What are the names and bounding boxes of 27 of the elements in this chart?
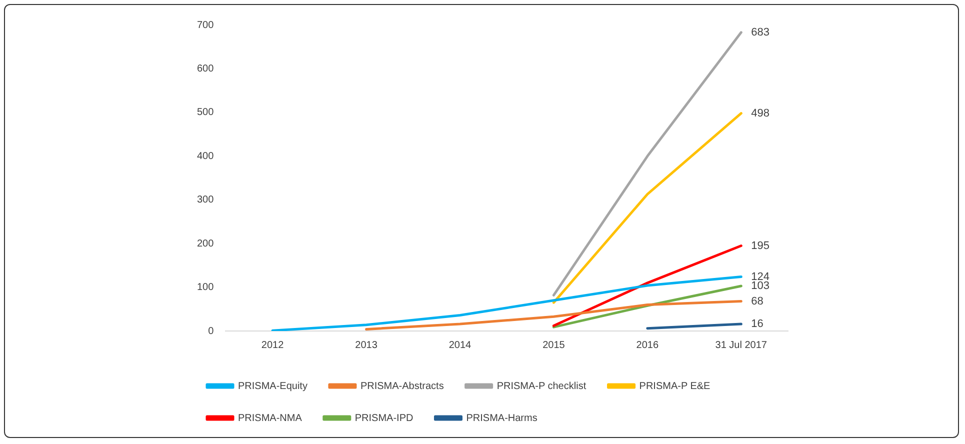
- y-tick-label: 400: [196, 150, 214, 162]
- legend-label: PRISMA-Harms: [466, 412, 538, 424]
- data-label: 498: [751, 107, 770, 120]
- data-label: 68: [751, 295, 764, 308]
- legend-label: PRISMA-P checklist: [496, 380, 586, 392]
- x-tick-label: 2012: [261, 340, 284, 351]
- y-tick-label: 200: [196, 238, 214, 250]
- x-tick-label: 2013: [355, 340, 378, 351]
- y-tick-label: 100: [196, 282, 214, 294]
- x-tick-label: 2015: [542, 340, 566, 351]
- data-label: 103: [751, 280, 770, 292]
- y-tick-label: 500: [196, 107, 214, 118]
- y-tick-label: 600: [196, 63, 214, 74]
- x-tick-label: 31 Jul 2017: [715, 340, 768, 351]
- data-label: 683: [751, 26, 770, 38]
- legend-label: PRISMA-NMA: [238, 412, 302, 424]
- data-label: 195: [751, 240, 770, 252]
- x-tick-label: 2014: [448, 340, 472, 351]
- legend-label: PRISMA-IPD: [354, 412, 414, 424]
- data-label: 16: [751, 318, 764, 330]
- legend-label: PRISMA-P E&E: [639, 380, 711, 392]
- y-tick-label: 300: [196, 194, 214, 206]
- x-tick-label: 2016: [636, 340, 659, 351]
- legend-label: PRISMA-Abstracts: [360, 380, 444, 392]
- y-tick-label: 0: [208, 326, 214, 337]
- legend-label: PRISMA-Equity: [238, 380, 308, 392]
- y-tick-label: 700: [196, 20, 214, 31]
